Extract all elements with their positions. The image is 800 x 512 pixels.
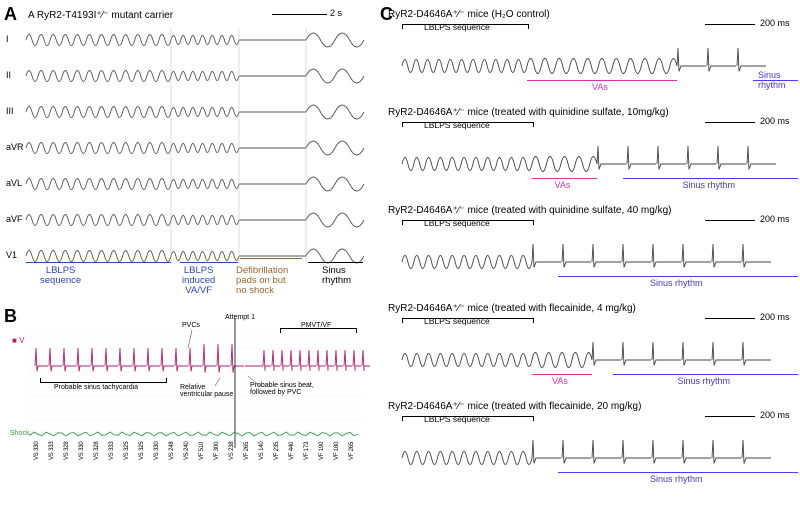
- panel-c-scalebar-text: 200 ms: [760, 18, 790, 28]
- sinus-label: Sinus rhythm: [683, 180, 736, 190]
- sinus-underline: [558, 472, 798, 473]
- pvcs-label: PVCs: [182, 322, 200, 329]
- pause-label: Relativeventricular pause: [180, 384, 233, 398]
- panel-b-vs-label: VS 333: [49, 442, 55, 460]
- panel-a-induced-line: [180, 262, 238, 263]
- panel-c-scalebar: [705, 318, 755, 319]
- va-underline: [532, 178, 597, 179]
- panel-b-vs-label: VF 440: [289, 442, 295, 460]
- panel-c-row-title: RyR2-D4646A⁺⁄⁻ mice (treated with quinid…: [388, 107, 669, 118]
- panel-b-vs-label: VS 330: [154, 442, 160, 460]
- lblps-label: LBLPS sequence: [424, 22, 490, 32]
- lead-i: I: [6, 34, 9, 44]
- va-underline: [532, 374, 592, 375]
- panel-a-lblps-caption: LBLPSsequence: [40, 266, 81, 286]
- panel-b-vs-label: VF 180: [334, 442, 340, 460]
- lead-ii: II: [6, 70, 11, 80]
- pmvt-bracket: [280, 328, 357, 333]
- panel-c-scalebar-text: 200 ms: [760, 214, 790, 224]
- bracket-sinus-tachy: [40, 378, 167, 383]
- panel-b-vs-label: VF 190: [319, 442, 325, 460]
- panel-c-row-title: RyR2-D4646A⁺⁄⁻ mice (treated with quinid…: [388, 205, 671, 216]
- panel-b-vs-label: VF 265: [349, 442, 355, 460]
- sinus-underline: [623, 178, 798, 179]
- panel-a-lblps-line: [26, 262, 171, 263]
- sinus-underline: [558, 276, 798, 277]
- panel-a-induced-caption: LBLPSinducedVA/VF: [182, 266, 215, 296]
- panel-c-scalebar: [705, 416, 755, 417]
- panel-b-vs-label: VS 238: [229, 442, 235, 460]
- panel-b-vs-label: VF 300: [214, 442, 220, 460]
- va-label: VAs: [592, 82, 608, 92]
- panel-c-scalebar-text: 200 ms: [760, 410, 790, 420]
- lead-avf: aVF: [6, 214, 23, 224]
- sinus-label: Sinusrhythm: [758, 70, 786, 90]
- panel-b-vs-label: VF 173: [304, 442, 310, 460]
- sinus-beat-label: Probable sinus beat,followed by PVC: [250, 382, 314, 396]
- lead-avl: aVL: [6, 178, 22, 188]
- panel-b-vs-label: VS 325: [139, 442, 145, 460]
- panel-a-defib-caption: Defibrillationpads on butno shock: [236, 266, 288, 296]
- lead-v1: V1: [6, 250, 17, 260]
- panel-c-scalebar: [705, 122, 755, 123]
- lblps-label: LBLPS sequence: [424, 120, 490, 130]
- panel-c-scalebar: [705, 220, 755, 221]
- va-label: VAs: [552, 376, 568, 386]
- panel-c-scalebar: [705, 24, 755, 25]
- panel-c-row-title: RyR2-D4646A⁺⁄⁻ mice (treated with flecai…: [388, 303, 636, 314]
- panel-c-row-title: RyR2-D4646A⁺⁄⁻ mice (treated with flecai…: [388, 401, 641, 412]
- attempt-label: Attempt 1: [225, 314, 255, 321]
- va-underline: [527, 80, 677, 81]
- v-label: ■ V: [12, 336, 24, 345]
- panel-b-vs-label: VF 235: [274, 442, 280, 460]
- panel-c-scalebar-text: 200 ms: [760, 312, 790, 322]
- panel-c-trace: [388, 228, 790, 288]
- panel-b-vs-label: VS 330: [34, 442, 40, 460]
- sinus-tachy-label: Probable sinus tachycardia: [54, 384, 138, 391]
- sinus-label: Sinus rhythm: [650, 278, 703, 288]
- panel-b-vs-label: VS 240: [184, 442, 190, 460]
- panel-c-trace: [388, 32, 790, 92]
- lead-iii: III: [6, 106, 14, 116]
- lblps-label: LBLPS sequence: [424, 414, 490, 424]
- sinus-label: Sinus rhythm: [678, 376, 731, 386]
- panel-c-row-title: RyR2-D4646A⁺⁄⁻ mice (H₂O control): [388, 9, 550, 20]
- panel-b-vs-label: VF 265: [244, 442, 250, 460]
- panel-b-vs-label: VS 333: [109, 442, 115, 460]
- panel-b-vs-label: VS 140: [259, 442, 265, 460]
- panel-b-vs-label: VS 248: [169, 442, 175, 460]
- va-label: VAs: [555, 180, 571, 190]
- panel-c-trace: [388, 424, 790, 484]
- panel-a-sinus-caption: Sinusrhythm: [322, 266, 351, 286]
- panel-b-vs-label: VS 328: [64, 442, 70, 460]
- lblps-label: LBLPS sequence: [424, 218, 490, 228]
- panel-b-vs-label: VS 325: [124, 442, 130, 460]
- lblps-label: LBLPS sequence: [424, 316, 490, 326]
- panel-b-vs-label: VS 328: [94, 442, 100, 460]
- panel-b-vs-label: VF 510: [199, 442, 205, 460]
- panel-c-scalebar-text: 200 ms: [760, 116, 790, 126]
- panel-a-sinus-line: [308, 262, 363, 263]
- shock-label: Shock: [10, 430, 29, 437]
- sinus-underline: [613, 374, 798, 375]
- panel-a-traces: [0, 0, 370, 310]
- panel-b-vs-label: VS 330: [79, 442, 85, 460]
- panel-a-defib-line: [240, 258, 302, 259]
- panel-b-traces: [0, 308, 370, 508]
- lead-avr: aVR: [6, 142, 24, 152]
- sinus-label: Sinus rhythm: [650, 474, 703, 484]
